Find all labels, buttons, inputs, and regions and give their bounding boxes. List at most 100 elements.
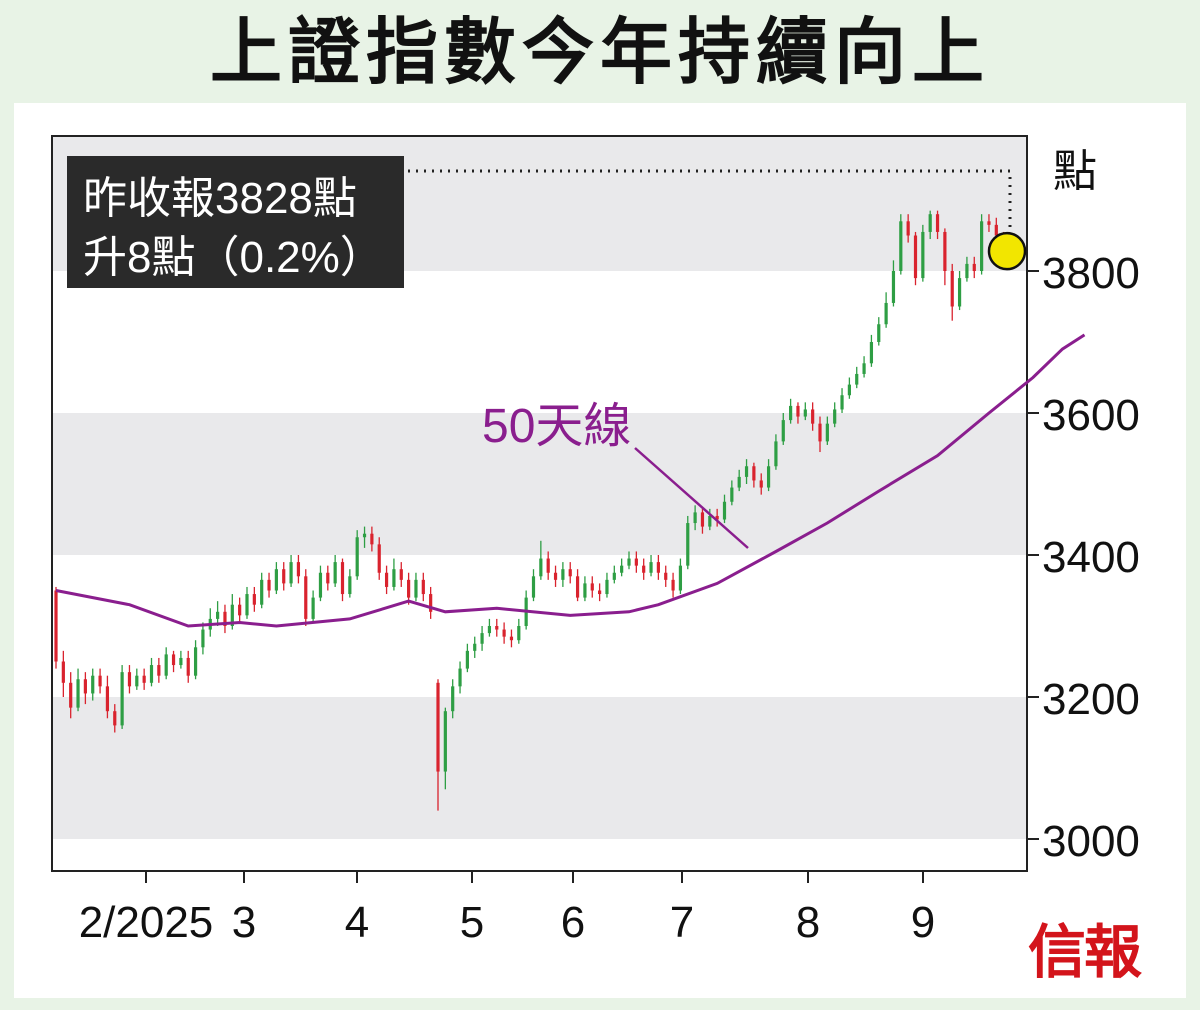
candle-body — [157, 665, 161, 676]
candle-body — [304, 576, 308, 619]
candle-body — [451, 686, 455, 712]
ma-label-leader — [634, 447, 749, 549]
candle-body — [568, 569, 572, 577]
candle-body — [201, 629, 205, 648]
candle-body — [649, 562, 653, 573]
brand-logo: 信報 — [1028, 918, 1142, 986]
candle-body — [642, 565, 646, 573]
candle-body — [267, 579, 271, 591]
candle-body — [877, 324, 881, 342]
candle-body — [193, 647, 198, 676]
candle-body — [598, 590, 602, 595]
plot-frame — [51, 135, 1028, 872]
candle-body — [730, 487, 734, 502]
candle-body — [333, 562, 337, 584]
candle-body — [216, 611, 220, 619]
candle-body — [737, 476, 741, 488]
candle-body — [803, 409, 807, 417]
candle-body — [671, 579, 675, 591]
candle-body — [98, 675, 102, 687]
candle-body — [884, 302, 888, 325]
candle-body — [326, 572, 330, 584]
candle-body — [355, 537, 359, 577]
candle-body — [414, 579, 418, 598]
y-axis: 3000 3200 3400 3600 3800 — [1027, 249, 1140, 866]
x-tick-label: 2/2025 — [79, 898, 214, 947]
candle-body — [113, 711, 117, 726]
ma-label: 50天線 — [482, 400, 631, 453]
candle-body — [891, 271, 896, 303]
candle-body — [76, 679, 80, 708]
annotation-line1: 昨收報3828點 — [83, 174, 357, 223]
candle-body — [120, 672, 124, 726]
candle-body — [722, 501, 727, 520]
candle-body — [994, 224, 998, 236]
candle-body — [473, 643, 477, 651]
candle-body — [377, 544, 381, 573]
ma50-line — [55, 333, 1086, 628]
y-tick-label: 3200 — [1042, 675, 1140, 724]
x-axis: 2/2025 3 4 5 6 7 8 9 — [79, 871, 935, 947]
candle-body — [899, 221, 903, 271]
candle-body — [392, 569, 396, 587]
candle-body — [612, 572, 616, 580]
candle-body — [678, 565, 683, 591]
y-tick-label: 3800 — [1042, 249, 1140, 298]
candle-body — [517, 626, 521, 641]
candle-body — [186, 657, 190, 676]
candle-body — [906, 221, 910, 236]
candle-body — [664, 572, 668, 580]
y-tick-label: 3400 — [1042, 533, 1140, 582]
candle-body — [54, 590, 58, 662]
candle-body — [928, 214, 932, 232]
candle-body — [943, 231, 947, 271]
candle-body — [590, 583, 594, 591]
candle-body — [921, 231, 925, 279]
candle-body — [370, 533, 374, 545]
x-tick-label: 3 — [232, 898, 256, 947]
candle-body — [833, 409, 837, 424]
candle-body — [362, 533, 367, 538]
candle-body — [282, 569, 286, 584]
annotation-box — [67, 156, 404, 288]
annotation-line2: 升8點（0.2%） — [83, 233, 384, 282]
candle-body — [546, 558, 550, 573]
candle-body — [429, 594, 433, 612]
last-close-highlight — [987, 231, 1027, 271]
x-tick-label: 9 — [911, 898, 935, 947]
candle-body — [759, 480, 763, 488]
candle-body — [855, 373, 859, 385]
candle-body — [715, 515, 719, 520]
candle-body — [274, 569, 278, 591]
chart-title: 上證指數今年持續向上 — [209, 13, 990, 93]
candle-body — [252, 594, 256, 605]
candle-body — [539, 558, 543, 577]
candle-body — [627, 558, 631, 566]
candle-body — [260, 579, 264, 605]
candle-body — [862, 363, 866, 374]
grid-band — [52, 413, 1027, 555]
y-axis-unit: 點 — [1053, 147, 1097, 196]
candle-body — [583, 583, 587, 598]
x-tick-label: 5 — [460, 898, 484, 947]
candle-body — [693, 512, 697, 524]
candle-body — [700, 512, 705, 527]
candle-body — [230, 604, 234, 626]
candle-body — [91, 675, 95, 694]
candle-body — [957, 278, 962, 307]
candle-body — [61, 661, 65, 683]
candle-body — [311, 597, 315, 619]
y-tick-label: 3000 — [1042, 817, 1140, 866]
candle-body — [789, 405, 793, 421]
candle-body — [480, 633, 484, 644]
candle-body — [531, 576, 536, 598]
candle-body — [142, 675, 146, 683]
candle-body — [825, 423, 829, 442]
candle-body — [869, 342, 874, 364]
candle-body — [987, 221, 991, 225]
candle-body — [340, 562, 345, 595]
candle-body — [634, 558, 638, 566]
y-tick-label: 3600 — [1042, 391, 1140, 440]
candle-body — [980, 221, 984, 271]
candle-body — [443, 711, 447, 772]
